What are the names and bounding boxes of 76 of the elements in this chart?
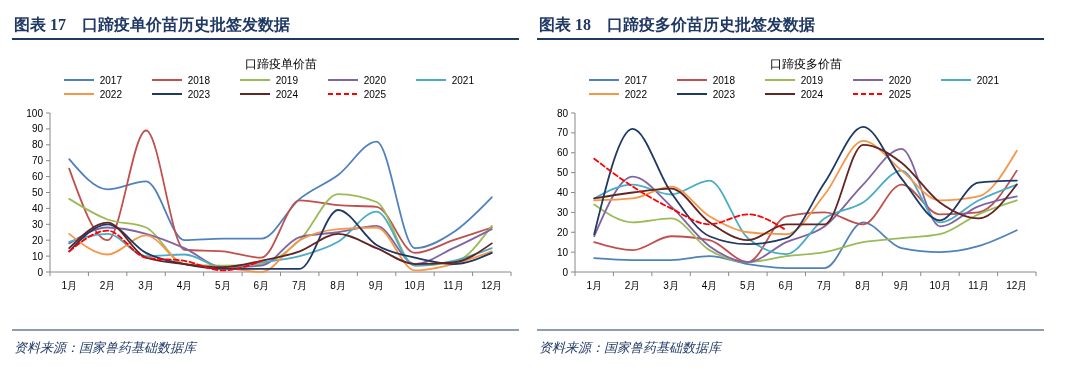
y-tick-label: 80 [556, 107, 569, 119]
x-tick-label: 2月 [99, 280, 116, 291]
line-series [593, 221, 1018, 269]
x-tick-label: 8月 [855, 280, 871, 291]
line-series [593, 157, 788, 232]
x-tick-label: 10月 [929, 280, 951, 291]
x-tick-label: 1月 [61, 280, 77, 291]
x-tick-label: 3月 [138, 280, 154, 291]
legend-label: 2021 [976, 74, 1000, 86]
x-tick-label: 11月 [443, 280, 464, 291]
y-tick-label: 100 [26, 107, 44, 119]
y-tick-label: 20 [556, 226, 569, 238]
y-tick-label: 30 [31, 218, 44, 230]
y-tick-label: 10 [31, 250, 44, 262]
legend-label: 2022 [624, 88, 648, 100]
y-tick-label: 80 [31, 139, 44, 151]
y-tick-label: 30 [556, 206, 569, 218]
x-tick-label: 11月 [968, 280, 989, 291]
legend-label: 2023 [187, 88, 211, 100]
legend-label: 2021 [451, 74, 475, 86]
line-series [68, 229, 263, 272]
y-tick-label: 20 [31, 234, 44, 246]
x-tick-label: 7月 [816, 280, 833, 291]
x-tick-label: 10月 [404, 280, 426, 291]
x-tick-label: 12月 [1006, 280, 1028, 291]
y-tick-label: 70 [556, 127, 569, 139]
legend-label: 2019 [800, 74, 824, 86]
legend-label: 2020 [363, 74, 387, 86]
x-tick-label: 12月 [481, 280, 503, 291]
legend-label: 2020 [888, 74, 912, 86]
y-tick-label: 50 [556, 167, 569, 179]
legend-label: 2019 [275, 74, 299, 86]
y-tick-label: 10 [556, 246, 569, 258]
y-tick-label: 70 [31, 155, 44, 167]
legend-label: 2024 [800, 88, 824, 100]
legend-label: 2017 [99, 74, 123, 86]
legend-label: 2025 [363, 88, 387, 100]
x-tick-label: 4月 [176, 280, 193, 291]
x-tick-label: 4月 [701, 280, 718, 291]
x-tick-label: 6月 [253, 280, 270, 291]
line-series [593, 147, 1018, 263]
y-tick-label: 50 [31, 187, 44, 198]
legend-label: 2018 [187, 74, 211, 86]
x-tick-label: 5月 [740, 280, 756, 291]
y-tick-label: 60 [31, 171, 44, 183]
x-tick-label: 1月 [586, 280, 602, 291]
line-series [68, 129, 493, 259]
chart-title: 图表 17 口蹄疫单价苗历史批签发数据 [14, 16, 290, 33]
y-tick-label: 0 [562, 266, 569, 278]
legend-label: 2018 [712, 74, 736, 86]
chart-subtitle: 口蹄疫单价苗 [244, 57, 317, 71]
chart-title: 图表 18 口蹄疫多价苗历史批签发数据 [539, 16, 815, 33]
legend-label: 2022 [99, 88, 123, 100]
legend-label: 2025 [888, 88, 912, 100]
y-tick-label: 90 [31, 123, 44, 135]
line-series [593, 126, 1018, 246]
x-tick-label: 9月 [893, 280, 910, 291]
line-series [593, 199, 1018, 263]
x-tick-label: 5月 [215, 280, 231, 291]
y-tick-label: 60 [556, 147, 569, 159]
y-tick-label: 0 [37, 266, 44, 278]
y-tick-label: 40 [31, 202, 44, 214]
legend-label: 2023 [712, 88, 736, 100]
x-tick-label: 6月 [778, 280, 795, 291]
x-tick-label: 8月 [330, 280, 346, 291]
chart-subtitle: 口蹄疫多价苗 [769, 57, 842, 71]
line-series [68, 140, 493, 250]
text: 资料来源：国家兽药基础数据库 [14, 340, 198, 355]
x-tick-label: 2月 [624, 280, 641, 291]
x-tick-label: 9月 [368, 280, 385, 291]
x-tick-label: 3月 [663, 280, 679, 291]
y-tick-label: 40 [556, 187, 569, 198]
legend-label: 2017 [624, 74, 648, 86]
x-tick-label: 7月 [291, 280, 308, 291]
text: 资料来源：国家兽药基础数据库 [539, 340, 723, 355]
legend-label: 2024 [275, 88, 299, 100]
